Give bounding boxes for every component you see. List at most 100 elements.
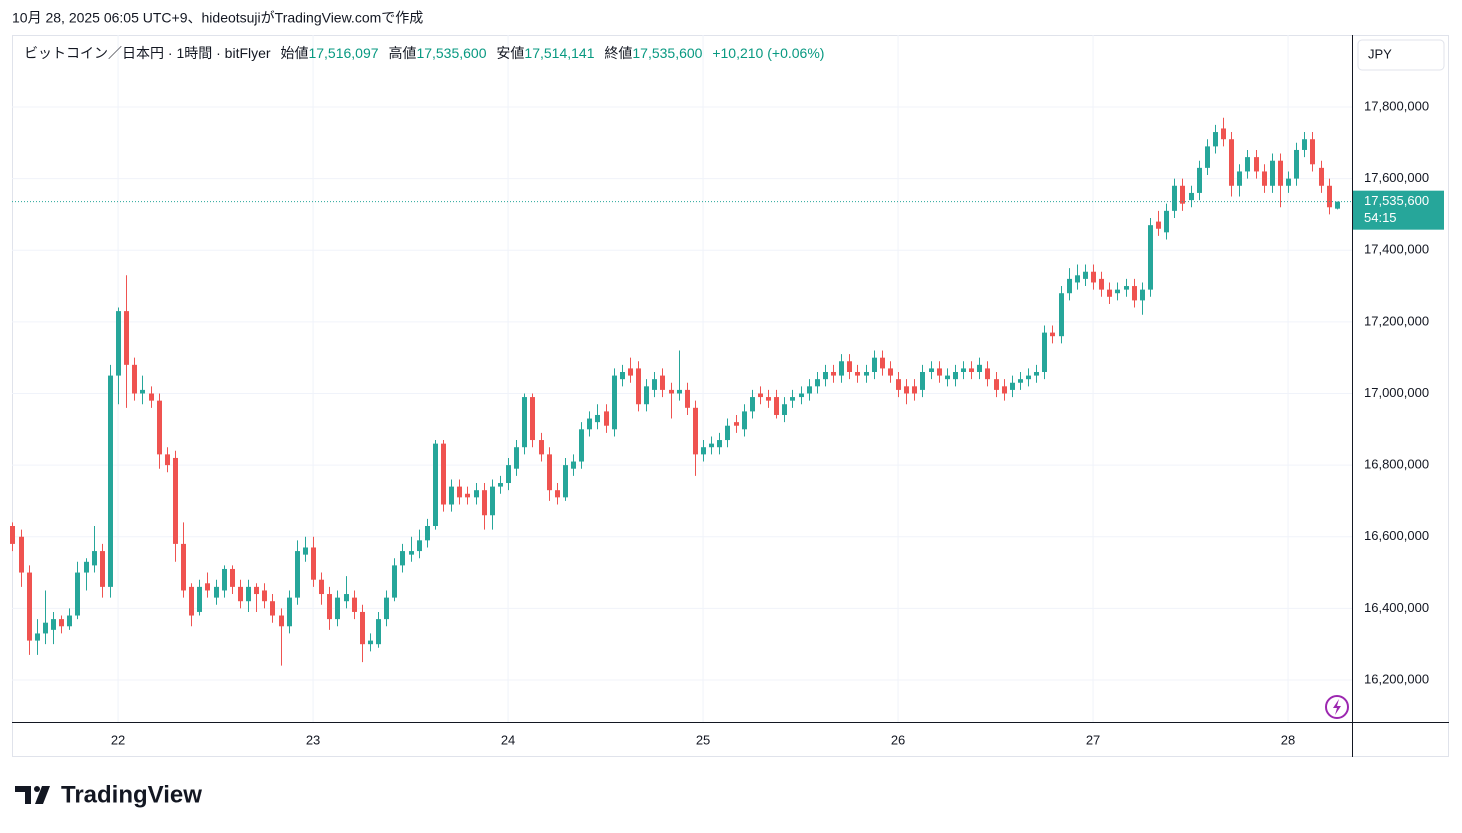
x-tick-label: 23 xyxy=(306,732,320,747)
candle-body xyxy=(717,440,722,448)
logo-mark[interactable] xyxy=(15,786,31,804)
candle-body xyxy=(969,368,974,372)
candle-body xyxy=(1335,201,1340,209)
logo-dot[interactable] xyxy=(34,786,40,792)
candle-body xyxy=(392,565,397,598)
currency-button[interactable] xyxy=(1357,39,1445,71)
candle-body xyxy=(1042,332,1047,372)
alert-icon[interactable] xyxy=(1325,695,1349,719)
candle-body xyxy=(1115,289,1120,294)
candle-body xyxy=(1221,128,1226,140)
candle-body xyxy=(1245,157,1250,172)
candle-body xyxy=(19,536,24,573)
candle-body xyxy=(880,357,885,369)
x-tick-label: 22 xyxy=(111,732,125,747)
logo-slash[interactable] xyxy=(35,786,50,804)
candle-body xyxy=(1164,210,1169,233)
candle-body xyxy=(311,547,316,580)
candle-body xyxy=(189,586,194,616)
candle-body xyxy=(1205,146,1210,168)
candle-body xyxy=(360,611,365,645)
candle-body xyxy=(693,407,698,455)
alert-bolt[interactable] xyxy=(1333,699,1341,715)
candle-body xyxy=(319,579,324,595)
candle-body xyxy=(847,361,852,372)
candle-body xyxy=(685,389,690,408)
ohlc-label: 始値 xyxy=(280,45,308,61)
candle-body xyxy=(555,490,560,498)
currency[interactable]: JPY xyxy=(1368,46,1392,61)
y-tick-label: 16,600,000 xyxy=(1364,528,1429,543)
candle-body xyxy=(1124,286,1129,290)
ohlc-label: 高値 xyxy=(388,45,416,61)
candle-body xyxy=(750,397,755,412)
candle-body xyxy=(498,483,503,487)
candle-body xyxy=(937,368,942,376)
candle-body xyxy=(59,619,64,627)
ohlc-value: 17,535,600 xyxy=(632,45,702,61)
candle-body xyxy=(1237,171,1242,186)
candle-body xyxy=(1197,167,1202,193)
candle-body xyxy=(1059,293,1064,337)
candle-body xyxy=(799,393,804,398)
candle-body xyxy=(474,490,479,498)
candle-body xyxy=(124,311,129,365)
candle-body xyxy=(579,429,584,462)
caption: 10月 28, 2025 06:05 UTC+9、hideotsujiがTrad… xyxy=(12,10,423,26)
candle-body xyxy=(547,454,552,491)
candle-body xyxy=(1180,185,1185,204)
candle-body xyxy=(855,371,860,376)
chart-frame xyxy=(12,35,1449,757)
y-tick-label: 17,800,000 xyxy=(1364,98,1429,113)
y-tick-label: 17,200,000 xyxy=(1364,313,1429,328)
candle-body xyxy=(1270,160,1275,186)
candle-body xyxy=(1254,157,1259,172)
candle-body xyxy=(1034,371,1039,376)
last-price-box xyxy=(1353,190,1444,230)
brand[interactable]: TradingView xyxy=(61,781,202,808)
last-price-label: 17,535,600 xyxy=(1364,193,1429,208)
candle-body xyxy=(279,615,284,627)
candle-body xyxy=(344,594,349,602)
ohlc-label: 安値 xyxy=(496,45,524,61)
x-tick-label: 26 xyxy=(891,732,905,747)
candle-body xyxy=(961,368,966,372)
candle-body xyxy=(595,414,600,423)
candles xyxy=(10,117,1352,666)
candle-body xyxy=(831,371,836,376)
candle-body xyxy=(10,525,15,544)
candle-body xyxy=(1213,132,1218,147)
candle-body xyxy=(985,368,990,380)
candle-body xyxy=(409,551,414,555)
y-tick-label: 17,000,000 xyxy=(1364,385,1429,400)
candle-body xyxy=(335,597,340,620)
candle-body xyxy=(238,586,243,602)
candle-body xyxy=(1172,185,1177,211)
logo[interactable]: TradingView xyxy=(15,781,202,808)
candle-body xyxy=(1327,185,1332,208)
candle-body xyxy=(27,572,32,641)
candle-body xyxy=(1002,386,1007,394)
candle-body xyxy=(587,418,592,430)
candle-body xyxy=(790,397,795,401)
x-tick-label: 24 xyxy=(501,732,515,747)
candle-body xyxy=(157,400,162,455)
candle-body xyxy=(262,590,267,602)
candle-body xyxy=(1026,375,1031,380)
candle-body xyxy=(230,568,235,587)
candle-body xyxy=(246,586,251,602)
candle-body xyxy=(1286,178,1291,186)
grid xyxy=(12,35,1352,722)
candle-body xyxy=(506,465,511,484)
candle-body xyxy=(132,364,137,394)
candle-body xyxy=(669,389,674,394)
candle-body xyxy=(482,490,487,516)
candle-body xyxy=(43,622,48,634)
candle-body xyxy=(522,397,527,448)
candle-body xyxy=(173,457,178,544)
y-tick-label: 17,400,000 xyxy=(1364,242,1429,257)
candle-body xyxy=(766,397,771,401)
candle-body xyxy=(303,547,308,555)
